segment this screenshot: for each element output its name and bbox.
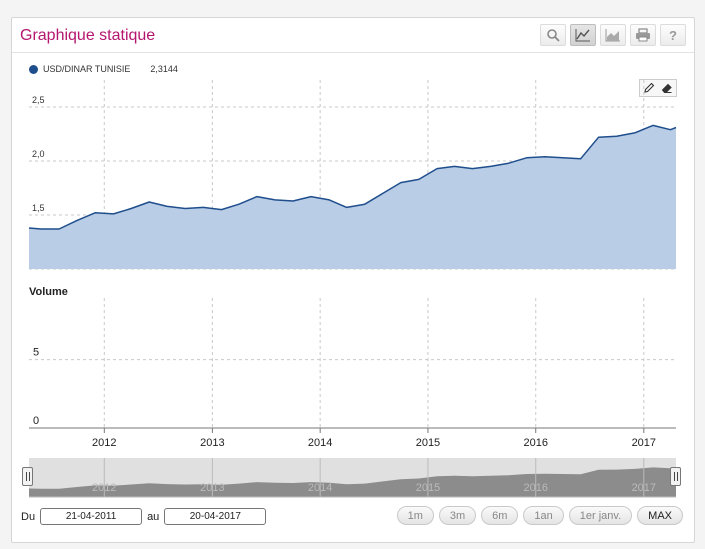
area-chart-button[interactable]	[600, 24, 626, 46]
to-date-input[interactable]	[164, 508, 267, 525]
navigator-x-label: 2012	[92, 482, 116, 494]
volume-title: Volume	[29, 286, 68, 298]
navigator-left-handle[interactable]	[22, 467, 33, 486]
line-chart-button[interactable]	[570, 24, 596, 46]
volume-y-tick-label: 0	[33, 415, 39, 427]
legend-color-dot	[29, 64, 38, 74]
to-label: au	[147, 510, 160, 523]
print-icon	[636, 28, 650, 42]
y-tick-label: 1,5	[32, 203, 45, 213]
search-icon	[547, 29, 560, 42]
navigator-area	[29, 467, 676, 497]
svg-text:?: ?	[669, 28, 677, 42]
x-tick-label: 2014	[308, 437, 332, 449]
x-tick-label: 2013	[200, 437, 224, 449]
widget-title: Graphique statique	[20, 27, 156, 44]
legend-series-name: USD/DINAR TUNISIE	[43, 64, 131, 74]
zoom-6m-button[interactable]: 6m	[481, 506, 519, 525]
legend[interactable]: USD/DINAR TUNISIE 2,3144	[29, 64, 178, 74]
x-tick-label: 2016	[523, 437, 547, 449]
y-tick-label: 2,5	[32, 95, 45, 105]
navigator-x-label: 2014	[308, 482, 332, 494]
navigator-x-label: 2015	[416, 482, 440, 494]
volume-y-tick-label: 5	[33, 347, 39, 359]
search-button[interactable]	[540, 24, 566, 46]
navigator-right-handle[interactable]	[670, 467, 681, 486]
zoom-3m-button[interactable]: 3m	[438, 506, 477, 525]
pencil-icon	[644, 82, 655, 93]
price-area	[29, 125, 676, 270]
date-range: Du au	[21, 508, 271, 525]
zoom-ytd-button[interactable]: 1er janv.	[568, 506, 633, 525]
widget-header: Graphique statique ?	[12, 18, 694, 53]
from-label: Du	[21, 510, 36, 523]
drawing-tools	[639, 79, 677, 97]
zoom-1y-button[interactable]: 1an	[523, 506, 564, 525]
x-tick-label: 2017	[632, 437, 656, 449]
x-tick-label: 2012	[92, 437, 116, 449]
y-tick-label: 2,0	[32, 149, 45, 159]
chart-widget: Graphique statique ? USD/DINAR TUNISIE 2…	[11, 17, 695, 543]
zoom-max-button[interactable]: MAX	[637, 506, 683, 525]
price-line	[28, 124, 677, 230]
from-date-input[interactable]	[40, 508, 143, 525]
navigator-x-label: 2017	[632, 482, 656, 494]
zoom-buttons: 1m 3m 6m 1an 1er janv. MAX	[396, 506, 683, 525]
help-button[interactable]: ?	[660, 24, 686, 46]
eraser-button[interactable]	[658, 80, 676, 96]
help-icon: ?	[669, 28, 677, 42]
x-tick-label: 2015	[416, 437, 440, 449]
legend-last-value: 2,3144	[150, 64, 178, 74]
area-chart-icon	[605, 29, 620, 42]
pencil-button[interactable]	[640, 80, 658, 96]
eraser-icon	[661, 83, 672, 93]
toolbar: ?	[540, 24, 686, 46]
navigator-x-label: 2016	[523, 482, 547, 494]
line-chart-icon	[575, 29, 590, 42]
navigator-x-label: 2013	[200, 482, 224, 494]
zoom-1m-button[interactable]: 1m	[396, 506, 434, 525]
print-button[interactable]	[630, 24, 656, 46]
